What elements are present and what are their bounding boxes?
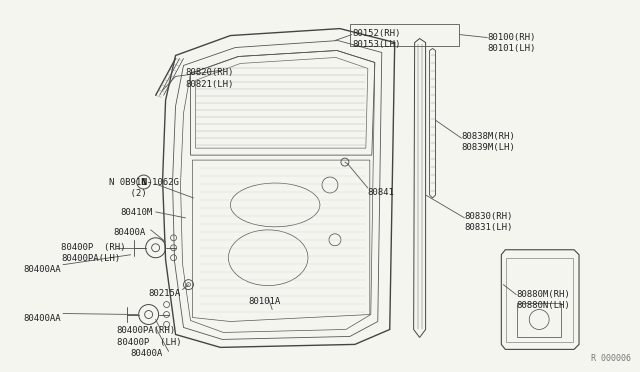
Text: 80841: 80841 xyxy=(368,188,395,197)
Text: 80830(RH)
80831(LH): 80830(RH) 80831(LH) xyxy=(465,212,513,232)
Text: 80152(RH)
80153(LH): 80152(RH) 80153(LH) xyxy=(352,29,400,49)
Text: 80400AA: 80400AA xyxy=(23,314,61,323)
Text: 80400P  (RH)
80400PA(LH): 80400P (RH) 80400PA(LH) xyxy=(61,243,125,263)
Text: 80400AA: 80400AA xyxy=(23,265,61,274)
Text: 80215A: 80215A xyxy=(148,289,181,298)
Text: 80820(RH)
80821(LH): 80820(RH) 80821(LH) xyxy=(186,68,234,89)
Text: N: N xyxy=(140,177,147,186)
Text: 80101A: 80101A xyxy=(248,296,280,305)
Text: 80880M(RH)
80880N(LH): 80880M(RH) 80880N(LH) xyxy=(516,290,570,310)
Text: N 0B911-1062G
    (2): N 0B911-1062G (2) xyxy=(109,178,179,198)
Text: 80400A: 80400A xyxy=(131,349,163,358)
Text: 80410M: 80410M xyxy=(121,208,153,217)
Text: 80838M(RH)
80839M(LH): 80838M(RH) 80839M(LH) xyxy=(461,132,515,152)
Text: 80400PA(RH)
80400P  (LH): 80400PA(RH) 80400P (LH) xyxy=(116,327,181,347)
Text: 80100(RH)
80101(LH): 80100(RH) 80101(LH) xyxy=(488,33,536,53)
Text: R 000006: R 000006 xyxy=(591,355,631,363)
Text: 80400A: 80400A xyxy=(114,228,146,237)
